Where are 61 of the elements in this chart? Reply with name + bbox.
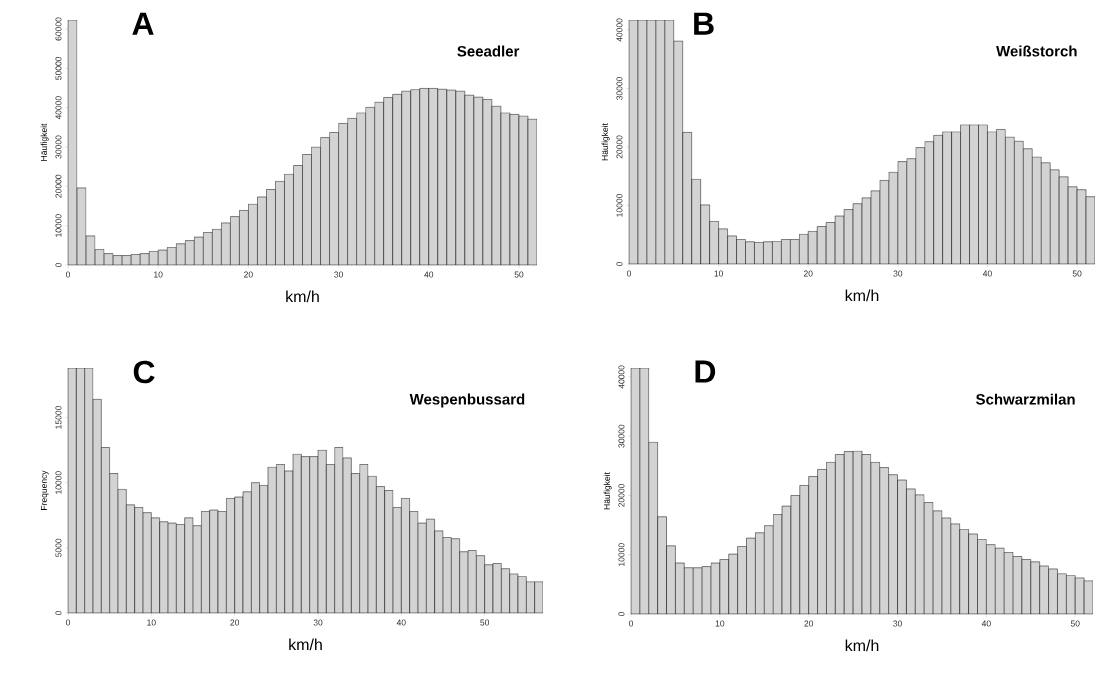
x-tick-label: 50	[514, 271, 524, 278]
y-tick-label: 10000	[55, 471, 62, 494]
x-tick-label: 40	[396, 619, 406, 626]
y-tick-label: 0	[616, 261, 623, 267]
x-tick-label: 10	[715, 620, 725, 627]
y-tick-label: 40000	[618, 365, 625, 389]
y-tick-label: 15000	[55, 406, 62, 429]
y-axis-title: Häufigkeit	[603, 472, 612, 510]
chart-title: D	[695, 360, 716, 383]
x-axis-title: km/h	[845, 289, 879, 302]
x-tick-label: 0	[628, 620, 634, 627]
x-axis-title: km/h	[289, 638, 322, 651]
x-tick-label: 10	[147, 619, 156, 626]
x-tick-label: 30	[313, 619, 323, 626]
x-axis-title: km/h	[845, 639, 879, 652]
chart-title: B	[694, 12, 714, 35]
y-tick-label: 20000	[618, 483, 625, 507]
x-tick-label: 40	[981, 620, 991, 627]
y-tick-label: 5000	[55, 538, 62, 557]
x-tick-label: 20	[804, 620, 814, 627]
x-tick-label: 30	[893, 270, 903, 277]
y-tick-label: 30000	[55, 135, 62, 159]
y-tick-label: 30000	[618, 424, 625, 448]
y-tick-label: 10000	[616, 194, 623, 217]
x-tick-label: 30	[334, 271, 343, 278]
x-tick-label: 10	[714, 270, 724, 277]
x-tick-label: 10	[154, 271, 163, 278]
x-tick-label: 40	[982, 270, 992, 277]
y-tick-label: 40000	[616, 18, 623, 42]
text: Schwarzmilan	[976, 393, 1075, 405]
text: Weißstorch	[996, 45, 1077, 57]
y-tick-label: 0	[55, 610, 62, 616]
x-tick-label: 50	[1072, 270, 1082, 277]
y-tick-label: 20000	[616, 135, 623, 159]
x-tick-label: 30	[893, 620, 902, 627]
chart-title: C	[133, 360, 155, 384]
y-axis-title: Häufigkeit	[601, 123, 610, 161]
x-tick-label: 40	[424, 271, 434, 278]
x-tick-label: 20	[230, 619, 240, 626]
x-tick-label: 0	[626, 270, 632, 277]
y-tick-label: 10000	[618, 543, 625, 566]
x-tick-label: 0	[65, 271, 71, 278]
y-axis-title: Häufigkeit	[40, 123, 49, 161]
x-tick-label: 20	[803, 270, 813, 277]
x-tick-label: 50	[1070, 620, 1080, 627]
text: Seeadler	[457, 45, 520, 57]
x-tick-label: 50	[480, 619, 490, 626]
x-tick-label: 0	[65, 619, 71, 626]
y-tick-label: 10000	[55, 214, 62, 237]
y-tick-label: 20000	[55, 174, 62, 198]
y-tick-label: 0	[55, 262, 62, 268]
y-tick-label: 40000	[55, 96, 62, 120]
x-tick-label: 20	[244, 271, 253, 278]
y-tick-label: 60000	[55, 17, 62, 41]
y-axis-title: Frequency	[40, 470, 49, 510]
text: Wespenbussard	[409, 393, 525, 408]
y-tick-label: 50000	[55, 56, 62, 80]
y-tick-label: 0	[618, 611, 625, 617]
y-tick-label: 30000	[616, 76, 623, 100]
chart-title: A	[132, 12, 154, 35]
x-axis-title: km/h	[286, 290, 319, 303]
